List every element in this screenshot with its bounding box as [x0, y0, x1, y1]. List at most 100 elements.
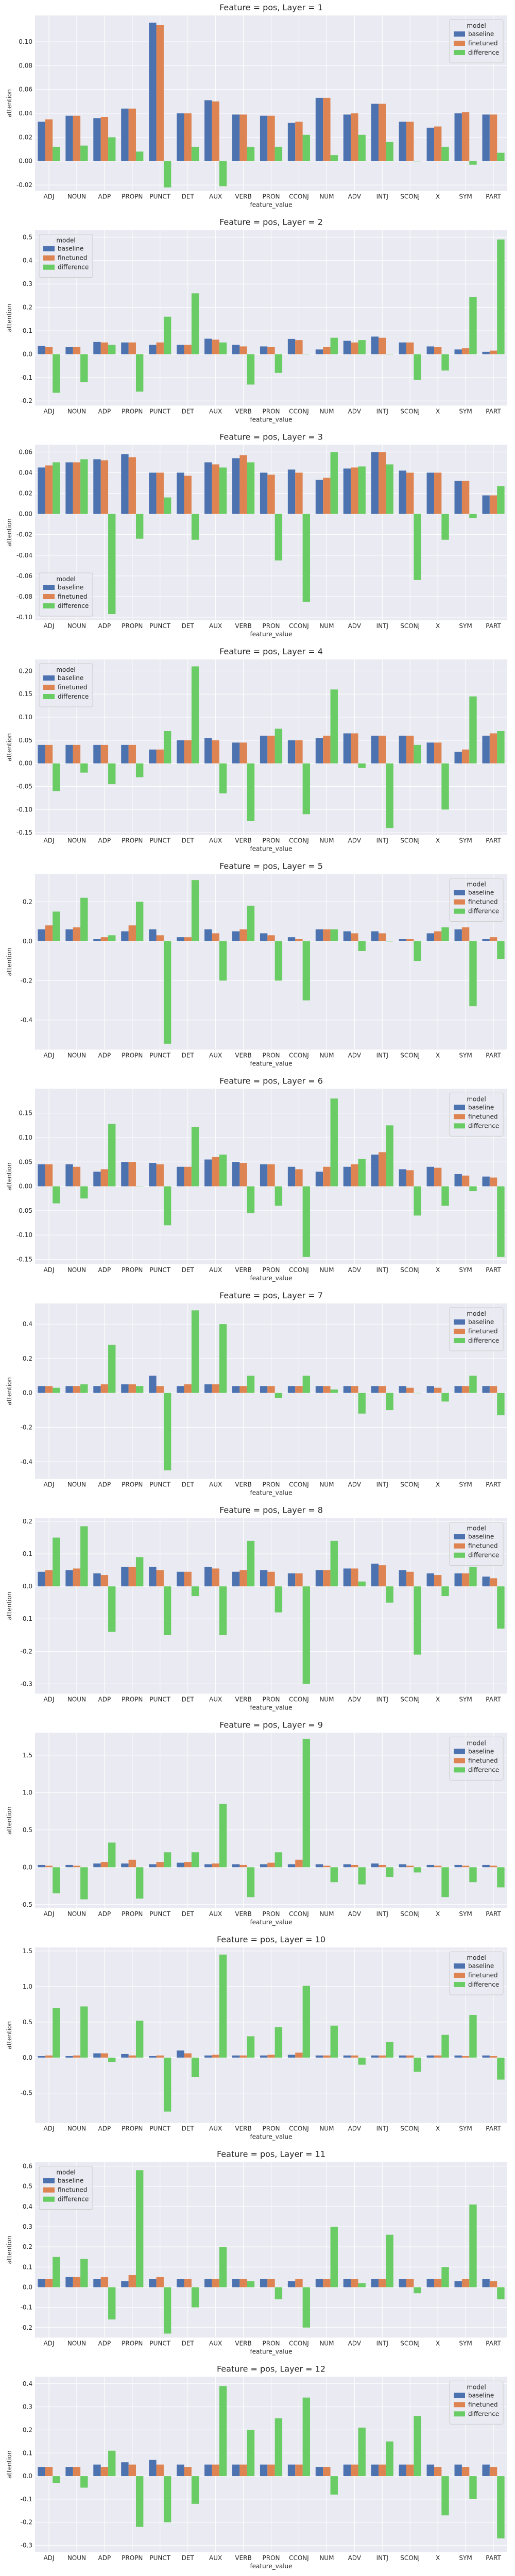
- bar-difference: [191, 1127, 199, 1187]
- x-tick-label: NUM: [319, 193, 334, 200]
- bar-finetuned: [73, 115, 81, 161]
- bar-difference: [108, 935, 116, 941]
- y-tick-label: 0.0: [23, 2472, 32, 2480]
- bar-difference: [469, 2015, 477, 2058]
- bar-difference: [358, 1867, 366, 1885]
- bar-difference: [108, 1124, 116, 1187]
- x-tick-label: PART: [486, 2125, 501, 2132]
- x-tick-label: PROPN: [122, 837, 143, 844]
- bar-finetuned: [323, 1570, 331, 1587]
- legend-swatch: [43, 694, 55, 699]
- bar-baseline: [38, 2056, 45, 2058]
- bar-difference: [302, 1986, 311, 2058]
- bar-finetuned: [379, 735, 386, 764]
- legend-label: difference: [468, 1766, 499, 1773]
- bar-difference: [358, 763, 366, 768]
- x-tick-label: NUM: [319, 622, 334, 630]
- bar-baseline: [454, 752, 462, 764]
- bar-baseline: [426, 742, 434, 764]
- x-tick-label: AUX: [209, 837, 222, 844]
- y-axis-label: attention: [6, 948, 13, 976]
- bar-baseline: [287, 338, 296, 354]
- bar-difference: [163, 2287, 171, 2334]
- x-tick-label: ADP: [98, 622, 111, 630]
- bar-baseline: [399, 1169, 407, 1187]
- x-tick-label: PART: [486, 1266, 501, 1274]
- legend-label: baseline: [468, 1748, 494, 1755]
- bar-baseline: [260, 1164, 268, 1187]
- x-tick-label: VERB: [235, 408, 251, 415]
- x-tick-label: ADJ: [43, 1052, 54, 1059]
- bar-finetuned: [379, 2055, 386, 2058]
- x-axis-label: feature_value: [250, 1060, 292, 1067]
- x-tick-label: PART: [486, 1481, 501, 1488]
- bar-difference: [135, 2170, 144, 2287]
- y-tick-label: 0.2: [23, 1355, 32, 1362]
- y-axis-label: attention: [6, 2450, 13, 2479]
- bar-baseline: [287, 2281, 296, 2287]
- bar-finetuned: [156, 2464, 164, 2477]
- legend-swatch: [454, 1982, 465, 1987]
- x-axis-label: feature_value: [250, 2133, 292, 2141]
- bar-baseline: [343, 114, 351, 161]
- bar-baseline: [482, 1386, 490, 1393]
- bar-baseline: [38, 1571, 45, 1587]
- bar-baseline: [454, 2281, 462, 2287]
- legend-swatch: [454, 50, 465, 55]
- y-tick-label: 0.00: [19, 1183, 32, 1190]
- x-tick-label: PUNCT: [149, 837, 170, 844]
- bar-baseline: [315, 1864, 323, 1868]
- x-tick-label: SYM: [459, 1696, 472, 1703]
- legend-swatch: [454, 1767, 465, 1773]
- bar-finetuned: [295, 340, 303, 354]
- y-tick-label: 0.04: [19, 110, 32, 117]
- bar-finetuned: [100, 342, 109, 354]
- x-tick-label: INTJ: [376, 622, 388, 630]
- bar-difference: [247, 1540, 255, 1587]
- y-tick-label: -0.4: [21, 1458, 32, 1465]
- legend-swatch: [454, 1552, 465, 1558]
- bar-difference: [497, 2057, 505, 2080]
- bar-difference: [497, 486, 505, 514]
- x-tick-label: ADP: [98, 1481, 111, 1488]
- bar-difference: [469, 161, 477, 165]
- bar-difference: [358, 2057, 366, 2065]
- legend-swatch: [454, 31, 465, 37]
- bar-finetuned: [156, 1164, 164, 1187]
- x-tick-label: ADV: [348, 622, 362, 630]
- bar-difference: [53, 2008, 60, 2058]
- bar-baseline: [38, 1386, 45, 1393]
- bar-baseline: [343, 341, 351, 354]
- bar-baseline: [399, 122, 407, 161]
- bar-baseline: [454, 1573, 462, 1587]
- legend-label: finetuned: [58, 2187, 87, 2194]
- bar-baseline: [482, 939, 490, 941]
- bar-finetuned: [128, 457, 136, 514]
- bar-baseline: [93, 459, 101, 514]
- bar-difference: [469, 2204, 477, 2287]
- y-tick-label: 0.00: [19, 511, 32, 518]
- x-tick-label: DET: [182, 2340, 195, 2347]
- bar-baseline: [65, 1570, 73, 1587]
- bar-finetuned: [489, 1578, 497, 1587]
- x-axis-label: feature_value: [250, 631, 292, 638]
- x-tick-label: INTJ: [376, 1052, 388, 1059]
- bar-baseline: [177, 2279, 184, 2287]
- x-tick-label: DET: [182, 1052, 195, 1059]
- bar-difference: [53, 354, 60, 393]
- bar-difference: [386, 142, 393, 161]
- bar-finetuned: [461, 112, 470, 161]
- y-tick-label: -0.3: [21, 1680, 32, 1687]
- x-tick-label: ADP: [98, 193, 111, 200]
- bar-baseline: [260, 115, 268, 161]
- x-tick-label: VERB: [235, 2554, 251, 2562]
- bar-finetuned: [128, 2055, 136, 2058]
- bar-finetuned: [184, 937, 192, 941]
- legend-swatch: [454, 1338, 465, 1343]
- bar-difference: [247, 2281, 255, 2287]
- bar-difference: [191, 514, 199, 540]
- y-tick-label: 0.5: [23, 2183, 32, 2190]
- x-tick-label: AUX: [209, 408, 222, 415]
- bar-baseline: [426, 933, 434, 941]
